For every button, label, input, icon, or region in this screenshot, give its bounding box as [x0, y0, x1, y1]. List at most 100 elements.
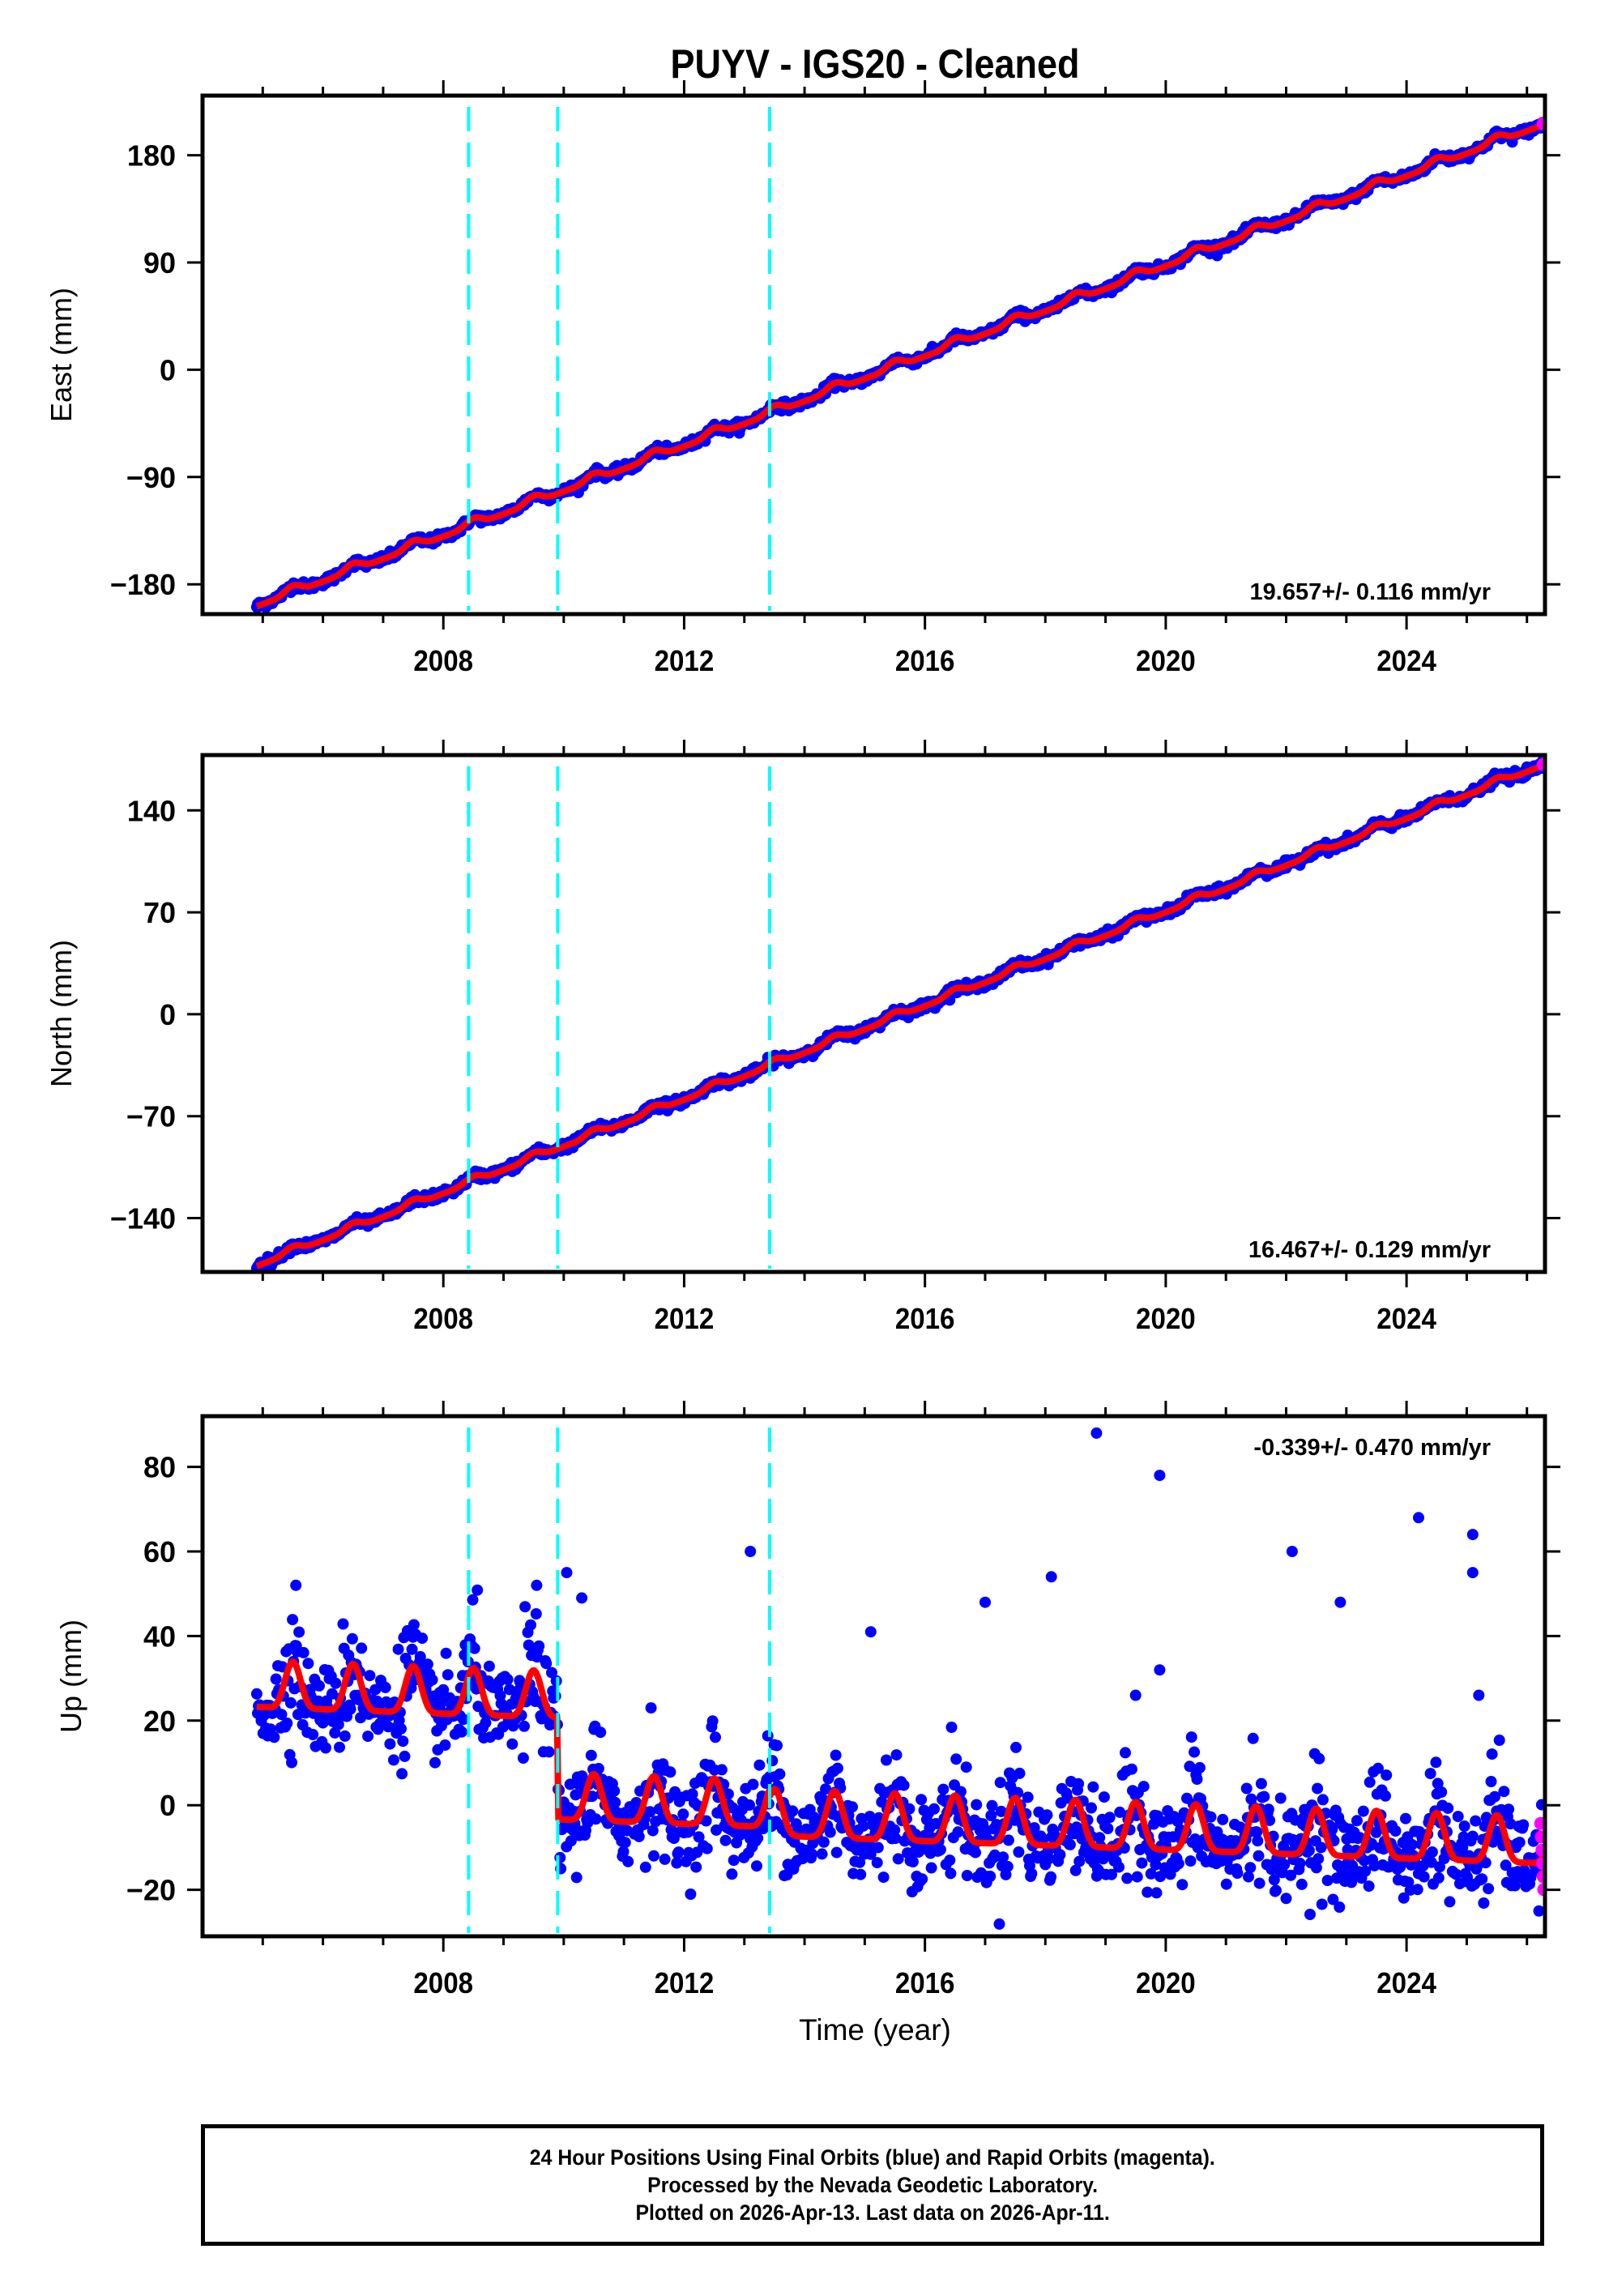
final-orbit-point — [774, 1768, 786, 1780]
final-orbit-point — [519, 1601, 531, 1613]
final-orbit-point — [1430, 1756, 1442, 1769]
final-orbit-point — [525, 1619, 536, 1631]
final-orbit-point — [806, 1848, 818, 1860]
final-orbit-point — [590, 1813, 602, 1825]
final-orbit-point — [916, 1873, 928, 1885]
final-orbit-point — [1014, 1767, 1026, 1779]
outlier-point — [1090, 1427, 1103, 1439]
final-orbit-point — [898, 1779, 910, 1791]
final-orbit-point — [483, 1660, 495, 1672]
final-orbit-point — [1172, 1858, 1184, 1870]
outlier-point — [745, 1546, 757, 1557]
final-orbit-point — [1086, 1802, 1097, 1814]
final-orbit-point — [549, 1690, 561, 1702]
final-orbit-point — [440, 1647, 452, 1659]
final-orbit-point — [268, 1731, 280, 1743]
final-orbit-point — [1483, 1883, 1495, 1895]
final-orbit-point — [320, 1742, 331, 1754]
final-orbit-point — [1432, 1871, 1445, 1884]
final-orbit-point — [1022, 1791, 1034, 1803]
outlier-point — [1286, 1546, 1298, 1557]
final-orbit-point — [1073, 1777, 1085, 1790]
final-orbit-point — [701, 1842, 713, 1854]
final-orbit-point — [871, 1857, 883, 1869]
final-orbit-point — [872, 1841, 884, 1854]
rapid-orbit-point — [1536, 117, 1545, 130]
outlier-point — [1129, 1689, 1142, 1701]
final-orbit-point — [1191, 1773, 1203, 1786]
x-tick-label: 2012 — [655, 646, 715, 678]
final-orbit-point — [847, 1801, 858, 1813]
final-orbit-point — [690, 1861, 702, 1873]
final-orbit-point — [1317, 1794, 1329, 1806]
final-orbit-point — [771, 1739, 783, 1752]
final-orbit-point — [1262, 1803, 1274, 1816]
final-orbit-point — [356, 1642, 368, 1654]
east-panel: 180 90 0 −90 −180 2008 2012 2016 2020 2024 East (m… — [45, 80, 1560, 677]
final-orbit-point — [1240, 1782, 1253, 1795]
final-orbit-point — [1220, 1878, 1232, 1890]
final-orbit-point — [1380, 1790, 1391, 1802]
final-orbit-point — [330, 1677, 342, 1689]
x-axis-label: Time (year) — [799, 2013, 951, 2046]
outlier-point — [531, 1579, 543, 1591]
final-orbit-point — [1458, 1820, 1470, 1832]
y-tick-label: 0 — [160, 998, 176, 1031]
outlier-point — [576, 1592, 588, 1604]
x-tick-label: 2024 — [1376, 1304, 1436, 1336]
y-tick-label: 180 — [127, 139, 176, 173]
final-orbit-point — [517, 1752, 529, 1764]
final-orbit-point — [710, 1731, 721, 1743]
final-orbit-point — [1231, 1867, 1244, 1880]
final-orbit-point — [961, 1870, 973, 1881]
chart-title: PUYV - IGS20 - Cleaned — [671, 42, 1080, 87]
y-tick-label: 0 — [160, 353, 176, 386]
final-orbit-point — [395, 1722, 407, 1735]
final-orbit-point — [270, 1673, 282, 1685]
final-orbit-point — [945, 1722, 958, 1733]
outlier-point — [1154, 1664, 1166, 1676]
outlier-point — [1413, 1512, 1424, 1524]
final-orbit-point — [830, 1749, 842, 1761]
y-tick-label: 60 — [143, 1535, 176, 1568]
outlier-point — [1045, 1571, 1057, 1583]
final-orbit-point — [1253, 1850, 1265, 1862]
final-orbit-point — [1041, 1809, 1053, 1821]
east-plot-area — [250, 99, 1545, 613]
final-orbit-point — [533, 1640, 545, 1652]
final-orbit-point — [619, 1837, 631, 1849]
final-orbit-point — [387, 1754, 399, 1766]
final-orbit-point — [945, 1867, 957, 1880]
final-orbit-point — [747, 1778, 759, 1790]
final-orbit-point — [1255, 1777, 1267, 1790]
outlier-point — [864, 1626, 877, 1638]
final-orbit-point — [970, 1846, 981, 1859]
final-orbit-point — [519, 1720, 530, 1732]
final-orbit-point — [831, 1762, 843, 1774]
final-orbit-point — [787, 1805, 799, 1817]
final-orbit-point — [397, 1735, 409, 1748]
final-orbit-point — [1102, 1823, 1114, 1834]
final-orbit-point — [442, 1669, 454, 1681]
final-orbit-point — [1270, 1884, 1282, 1897]
final-orbit-point — [1217, 1813, 1229, 1825]
final-orbit-point — [1131, 1871, 1143, 1883]
final-orbit-point — [1247, 1732, 1259, 1744]
final-orbit-point — [1381, 1769, 1393, 1782]
final-orbit-point — [1258, 1790, 1270, 1803]
y-tick-label: −180 — [110, 568, 176, 601]
final-orbit-point — [429, 1756, 441, 1769]
final-orbit-point — [1513, 1837, 1526, 1849]
final-orbit-point — [1486, 1748, 1498, 1760]
final-orbit-point — [609, 1796, 621, 1808]
final-orbit-point — [751, 1860, 762, 1872]
final-orbit-point — [379, 1681, 391, 1693]
final-orbit-point — [855, 1868, 867, 1880]
final-orbit-point — [1357, 1805, 1369, 1817]
final-orbit-point — [928, 1803, 940, 1815]
final-orbit-point — [287, 1614, 299, 1626]
final-orbit-point — [1466, 1830, 1479, 1842]
final-orbit-point — [639, 1861, 651, 1873]
final-orbit-point — [1121, 1872, 1133, 1884]
final-orbit-point — [585, 1749, 597, 1761]
